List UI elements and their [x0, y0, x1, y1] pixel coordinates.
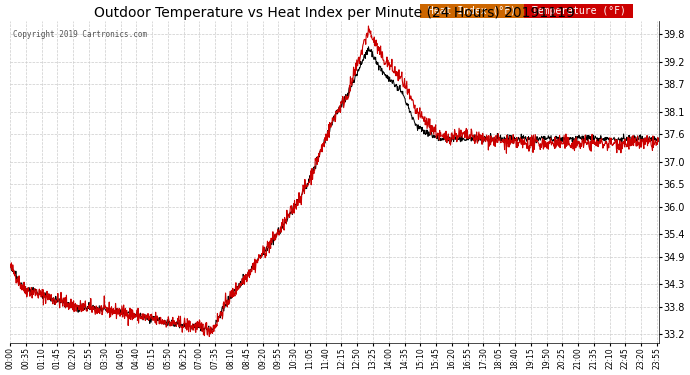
- Text: Copyright 2019 Cartronics.com: Copyright 2019 Cartronics.com: [13, 30, 148, 39]
- Title: Outdoor Temperature vs Heat Index per Minute (24 Hours) 20191119: Outdoor Temperature vs Heat Index per Mi…: [94, 6, 575, 20]
- Text: Heat Index (°F): Heat Index (°F): [422, 6, 522, 16]
- Text: Temperature (°F): Temperature (°F): [526, 6, 631, 16]
